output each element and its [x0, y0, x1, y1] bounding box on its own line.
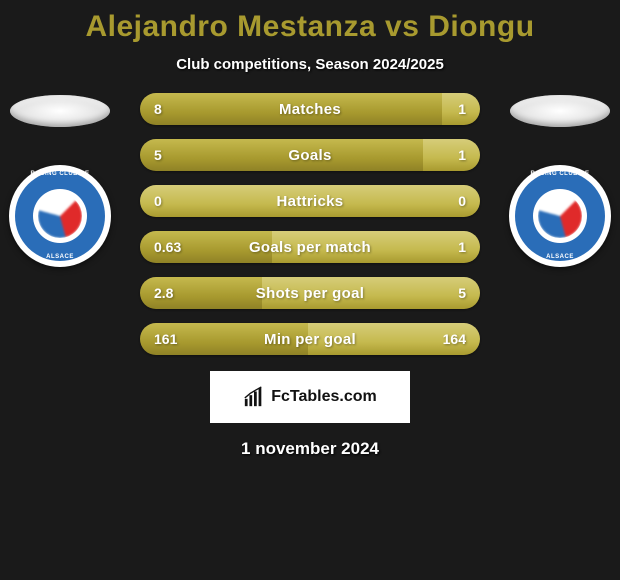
stat-value-left: 0 — [154, 185, 162, 217]
stat-label: Matches — [140, 93, 480, 125]
club-crest-right: RACING CLUB DE ALSACE — [509, 165, 611, 267]
stat-label: Goals — [140, 139, 480, 171]
watermark-text: FcTables.com — [271, 388, 377, 406]
stat-value-left: 8 — [154, 93, 162, 125]
stat-row: Shots per goal2.8 5 — [140, 277, 480, 309]
crest-text-top: RACING CLUB DE — [31, 171, 90, 177]
comparison-subtitle: Club competitions, Season 2024/2025 — [0, 56, 620, 73]
player-right-avatar-placeholder — [510, 95, 610, 127]
player-left-column: RACING CLUB DE ALSACE — [0, 93, 120, 267]
stat-value-left: 0.63 — [154, 231, 181, 263]
club-crest-left: RACING CLUB DE ALSACE — [9, 165, 111, 267]
crest-text-bottom: ALSACE — [546, 254, 574, 260]
stat-label: Min per goal — [140, 323, 480, 355]
comparison-date: 1 november 2024 — [0, 439, 620, 459]
crest-text-bottom: ALSACE — [46, 254, 74, 260]
stat-label: Goals per match — [140, 231, 480, 263]
stat-value-left: 161 — [154, 323, 177, 355]
watermark-logo-icon — [243, 386, 265, 408]
stat-value-right: 1 — [458, 139, 466, 171]
stat-value-right: 164 — [443, 323, 466, 355]
crest-text-top: RACING CLUB DE — [531, 171, 590, 177]
stat-label: Shots per goal — [140, 277, 480, 309]
stat-value-right: 1 — [458, 231, 466, 263]
stat-row: Matches8 1 — [140, 93, 480, 125]
player-right-column: RACING CLUB DE ALSACE — [500, 93, 620, 267]
comparison-title: Alejandro Mestanza vs Diongu — [0, 0, 620, 44]
watermark: FcTables.com — [210, 371, 410, 423]
stat-row: Goals5 1 — [140, 139, 480, 171]
stat-value-left: 5 — [154, 139, 162, 171]
player-left-avatar-placeholder — [10, 95, 110, 127]
stat-row: Goals per match0.63 1 — [140, 231, 480, 263]
comparison-body: RACING CLUB DE ALSACE RACING CLUB DE ALS… — [0, 93, 620, 355]
stat-value-right: 1 — [458, 93, 466, 125]
stat-label: Hattricks — [140, 185, 480, 217]
stat-row: Min per goal161 164 — [140, 323, 480, 355]
stat-row: Hattricks0 0 — [140, 185, 480, 217]
stat-bars: Matches81Goals51Hattricks00Goals per mat… — [140, 93, 480, 355]
stat-value-right: 0 — [458, 185, 466, 217]
stat-value-left: 2.8 — [154, 277, 173, 309]
stat-value-right: 5 — [458, 277, 466, 309]
